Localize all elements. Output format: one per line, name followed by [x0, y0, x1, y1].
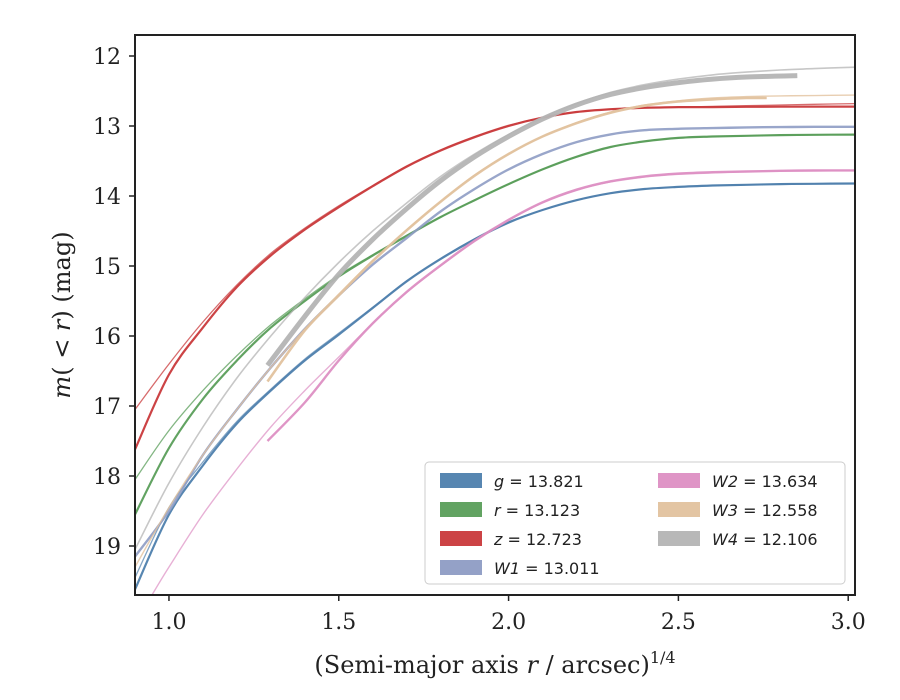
x-axis: 1.0 1.5 2.0 2.5 3.0	[151, 595, 866, 635]
legend-label: g = 13.821	[494, 472, 584, 491]
series-line-w2-2	[266, 169, 855, 442]
legend: g = 13.821 r = 13.123 z = 12.723 W1 = 13.01…	[424, 461, 846, 585]
x-tick-label: 3.0	[831, 610, 866, 635]
legend-value: 13.011	[544, 559, 600, 578]
x-label-unit: / arcsec)	[538, 651, 650, 679]
y-tick-label: 17	[93, 395, 121, 420]
legend-swatch	[440, 502, 482, 517]
legend-equals: =	[501, 501, 525, 520]
curves-layer	[135, 66, 855, 595]
legend-equals: =	[738, 472, 762, 491]
legend-swatch	[658, 473, 700, 488]
y-tick-label: 14	[93, 185, 121, 210]
legend-equals: =	[738, 530, 762, 549]
legend-swatch	[658, 502, 700, 517]
x-label-text: (Semi-major axis	[314, 651, 526, 679]
legend-label: W3 = 12.558	[712, 501, 818, 520]
legend-band: r	[494, 501, 502, 520]
legend-swatch	[658, 531, 700, 546]
y-label-open: ( <	[48, 331, 76, 376]
legend-value: 12.723	[526, 530, 582, 549]
y-axis-label: m( < r) (mag)	[48, 231, 76, 398]
x-tick-label: 1.0	[151, 610, 186, 635]
legend-band: g	[494, 472, 504, 491]
legend-equals: =	[738, 501, 762, 520]
legend-band: W2	[712, 472, 738, 491]
series-line-r-2	[135, 133, 855, 480]
legend-band: z	[493, 530, 503, 549]
legend-label: W2 = 13.634	[712, 472, 818, 491]
series-line-z-2	[135, 102, 855, 410]
legend-value: 13.821	[528, 472, 584, 491]
legend-label: r = 13.123	[494, 501, 580, 520]
x-label-exponent: 1/4	[650, 648, 676, 667]
y-label-m: m	[48, 376, 76, 399]
legend-value: 13.123	[524, 501, 580, 520]
series-line-w3-2	[266, 96, 767, 383]
legend-value: 12.558	[762, 501, 818, 520]
x-tick-label: 1.5	[321, 610, 356, 635]
legend-equals: =	[520, 559, 544, 578]
y-tick-label: 18	[93, 465, 121, 490]
x-axis-label: (Semi-major axis r / arcsec)1/4	[314, 648, 675, 679]
series-line-w4-2	[265, 73, 798, 367]
y-tick-label: 16	[93, 325, 121, 350]
legend-box	[424, 461, 846, 585]
legend-swatch	[440, 531, 482, 546]
legend-label: W4 = 12.106	[712, 530, 818, 549]
legend-band: W1	[494, 559, 520, 578]
x-tick-label: 2.0	[491, 610, 526, 635]
plot-frame	[134, 34, 856, 596]
legend-swatch	[440, 473, 482, 488]
x-tick-label: 2.5	[661, 610, 696, 635]
legend-value: 13.634	[762, 472, 818, 491]
legend-label: W1 = 13.011	[494, 559, 600, 578]
y-axis: 12 13 14 15 16 17 18 19	[93, 45, 135, 560]
legend-swatch	[440, 560, 482, 575]
y-tick-label: 12	[93, 45, 121, 70]
series-line-z-1	[135, 105, 855, 450]
x-label-var: r	[526, 651, 539, 679]
y-tick-label: 19	[93, 535, 121, 560]
y-tick-label: 15	[93, 255, 121, 280]
y-tick-label: 13	[93, 115, 121, 140]
legend-band: W4	[712, 530, 738, 549]
legend-equals: =	[502, 530, 526, 549]
legend-value: 12.106	[762, 530, 818, 549]
y-label-r: r	[48, 318, 76, 331]
legend-equals: =	[504, 472, 528, 491]
legend-label: z = 12.723	[493, 530, 582, 549]
y-label-unit: ) (mag)	[48, 231, 76, 319]
legend-band: W3	[712, 501, 738, 520]
